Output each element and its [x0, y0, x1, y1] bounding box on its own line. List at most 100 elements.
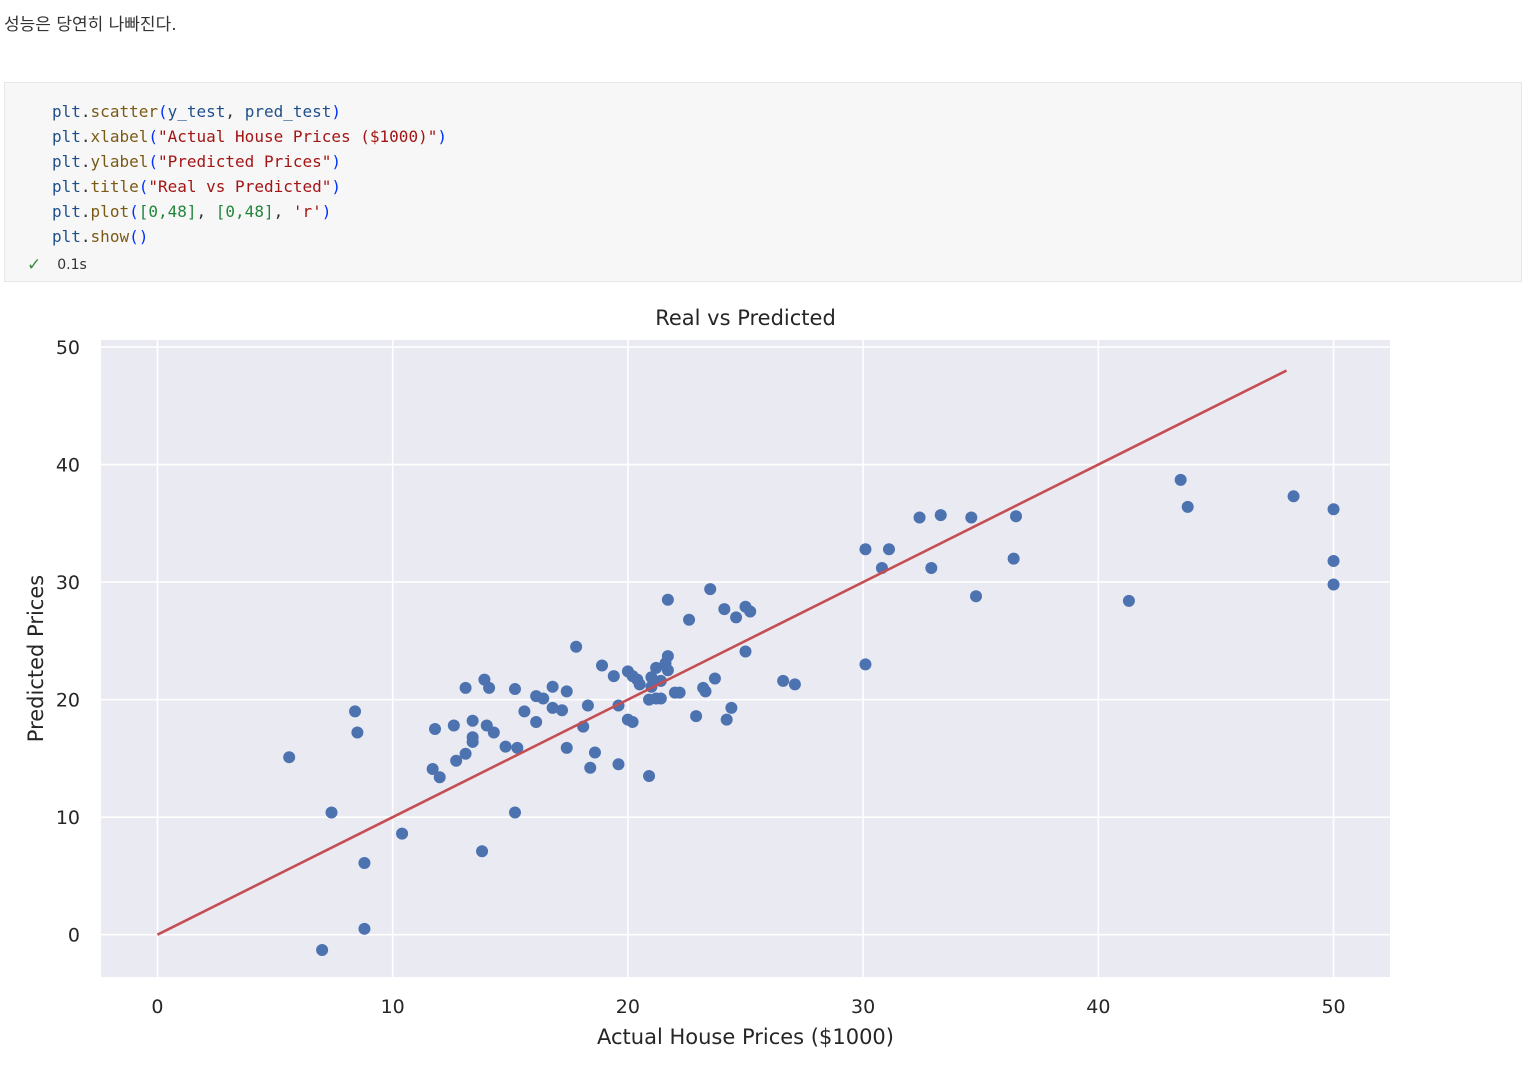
- scatter-point: [730, 611, 743, 624]
- scatter-point: [1122, 594, 1135, 607]
- code-editor[interactable]: plt.scatter(y_test, pred_test) plt.xlabel…: [52, 99, 447, 249]
- code-token: ylabel: [90, 152, 149, 171]
- scatter-point: [546, 680, 559, 693]
- scatter-point: [560, 741, 573, 754]
- scatter-point: [607, 670, 620, 683]
- scatter-point: [650, 661, 663, 674]
- code-token: plot: [90, 202, 130, 221]
- scatter-point: [661, 650, 674, 663]
- scatter-point: [349, 705, 362, 718]
- x-tick-label: 0: [151, 996, 163, 1018]
- y-tick-labels: 0 10 20 30 40 50: [56, 337, 80, 947]
- scatter-point: [633, 678, 646, 691]
- scatter-point: [429, 723, 442, 736]
- scatter-point: [1010, 510, 1023, 523]
- y-tick-label: 50: [56, 337, 80, 359]
- code-cell[interactable]: plt.scatter(y_test, pred_test) plt.xlabel…: [4, 82, 1522, 282]
- scatter-point: [396, 827, 409, 840]
- scatter-point: [643, 770, 656, 783]
- scatter-point: [588, 746, 601, 759]
- scatter-point: [499, 740, 512, 753]
- checkmark-icon: ✓: [27, 255, 42, 275]
- execution-status: ✓ 0.1s: [27, 255, 87, 275]
- code-token: .: [80, 102, 91, 121]
- code-token: .: [80, 177, 91, 196]
- plot-area: [101, 340, 1390, 977]
- scatter-point: [508, 806, 521, 819]
- scatter-point: [351, 726, 364, 739]
- code-token: y_test: [167, 102, 226, 121]
- scatter-point: [325, 806, 338, 819]
- scatter-point: [560, 685, 573, 698]
- scatter-point: [704, 583, 717, 596]
- scatter-point: [537, 692, 550, 705]
- code-token: ,: [273, 202, 293, 221]
- code-token: [0,48]: [215, 202, 274, 221]
- y-tick-label: 0: [68, 925, 80, 947]
- code-token: ,: [196, 202, 216, 221]
- scatter-point: [718, 603, 731, 616]
- scatter-point: [450, 754, 463, 767]
- x-tick-labels: 0 10 20 30 40 50: [151, 996, 1345, 1018]
- scatter-point: [744, 605, 757, 618]
- scatter-point: [859, 543, 872, 556]
- chart-title: Real vs Predicted: [655, 306, 836, 330]
- scatter-point: [581, 699, 594, 712]
- scatter-point: [433, 771, 446, 784]
- code-token: .: [80, 227, 91, 246]
- y-tick-label: 30: [56, 572, 80, 594]
- scatter-point: [882, 543, 895, 556]
- scatter-point: [487, 726, 500, 739]
- scatter-point: [459, 681, 472, 694]
- scatter-point: [1327, 578, 1340, 591]
- scatter-point: [645, 671, 658, 684]
- code-token: ): [331, 152, 342, 171]
- code-token: ): [331, 102, 342, 121]
- scatter-point: [934, 509, 947, 522]
- scatter-point: [358, 922, 371, 935]
- scatter-point: [476, 845, 489, 858]
- code-token: "Predicted Prices": [157, 152, 332, 171]
- scatter-point: [1327, 503, 1340, 516]
- code-token: 'r': [292, 202, 322, 221]
- scatter-point: [570, 640, 583, 653]
- code-token: pred_test: [244, 102, 332, 121]
- scatter-points: [283, 473, 1340, 956]
- code-line: plt.xlabel("Actual House Prices ($1000)"…: [52, 124, 447, 149]
- code-token: plt: [52, 227, 81, 246]
- scatter-point: [556, 704, 569, 717]
- scatter-point: [1007, 552, 1020, 565]
- scatter-point: [584, 761, 597, 774]
- y-tick-label: 10: [56, 807, 80, 829]
- code-token: title: [90, 177, 139, 196]
- x-tick-label: 10: [381, 996, 405, 1018]
- y-tick-label: 20: [56, 690, 80, 712]
- x-axis-label: Actual House Prices ($1000): [597, 1025, 894, 1049]
- code-token: [0,48]: [138, 202, 197, 221]
- code-line: plt.show(): [52, 224, 447, 249]
- code-line: plt.plot([0,48], [0,48], 'r'): [52, 199, 447, 224]
- scatter-point: [708, 672, 721, 685]
- scatter-point: [612, 758, 625, 771]
- code-token: xlabel: [90, 127, 149, 146]
- scatter-point: [1181, 500, 1194, 513]
- code-token: .: [80, 202, 91, 221]
- code-token: ): [437, 127, 447, 146]
- scatter-point: [788, 678, 801, 691]
- scatter-point: [720, 713, 733, 726]
- code-line: plt.title("Real vs Predicted"): [52, 174, 447, 199]
- code-token: (: [129, 202, 139, 221]
- scatter-point: [358, 856, 371, 869]
- scatter-point: [970, 590, 983, 603]
- scatter-point: [459, 747, 472, 760]
- code-token: plt: [52, 202, 81, 221]
- scatter-point: [466, 735, 479, 748]
- code-token: (: [157, 102, 168, 121]
- code-token: show: [90, 227, 130, 246]
- x-tick-label: 40: [1086, 996, 1110, 1018]
- scatter-point: [661, 664, 674, 677]
- scatter-point: [426, 762, 439, 775]
- code-token: ,: [225, 102, 245, 121]
- code-token: ): [321, 202, 332, 221]
- scatter-point: [1287, 490, 1300, 503]
